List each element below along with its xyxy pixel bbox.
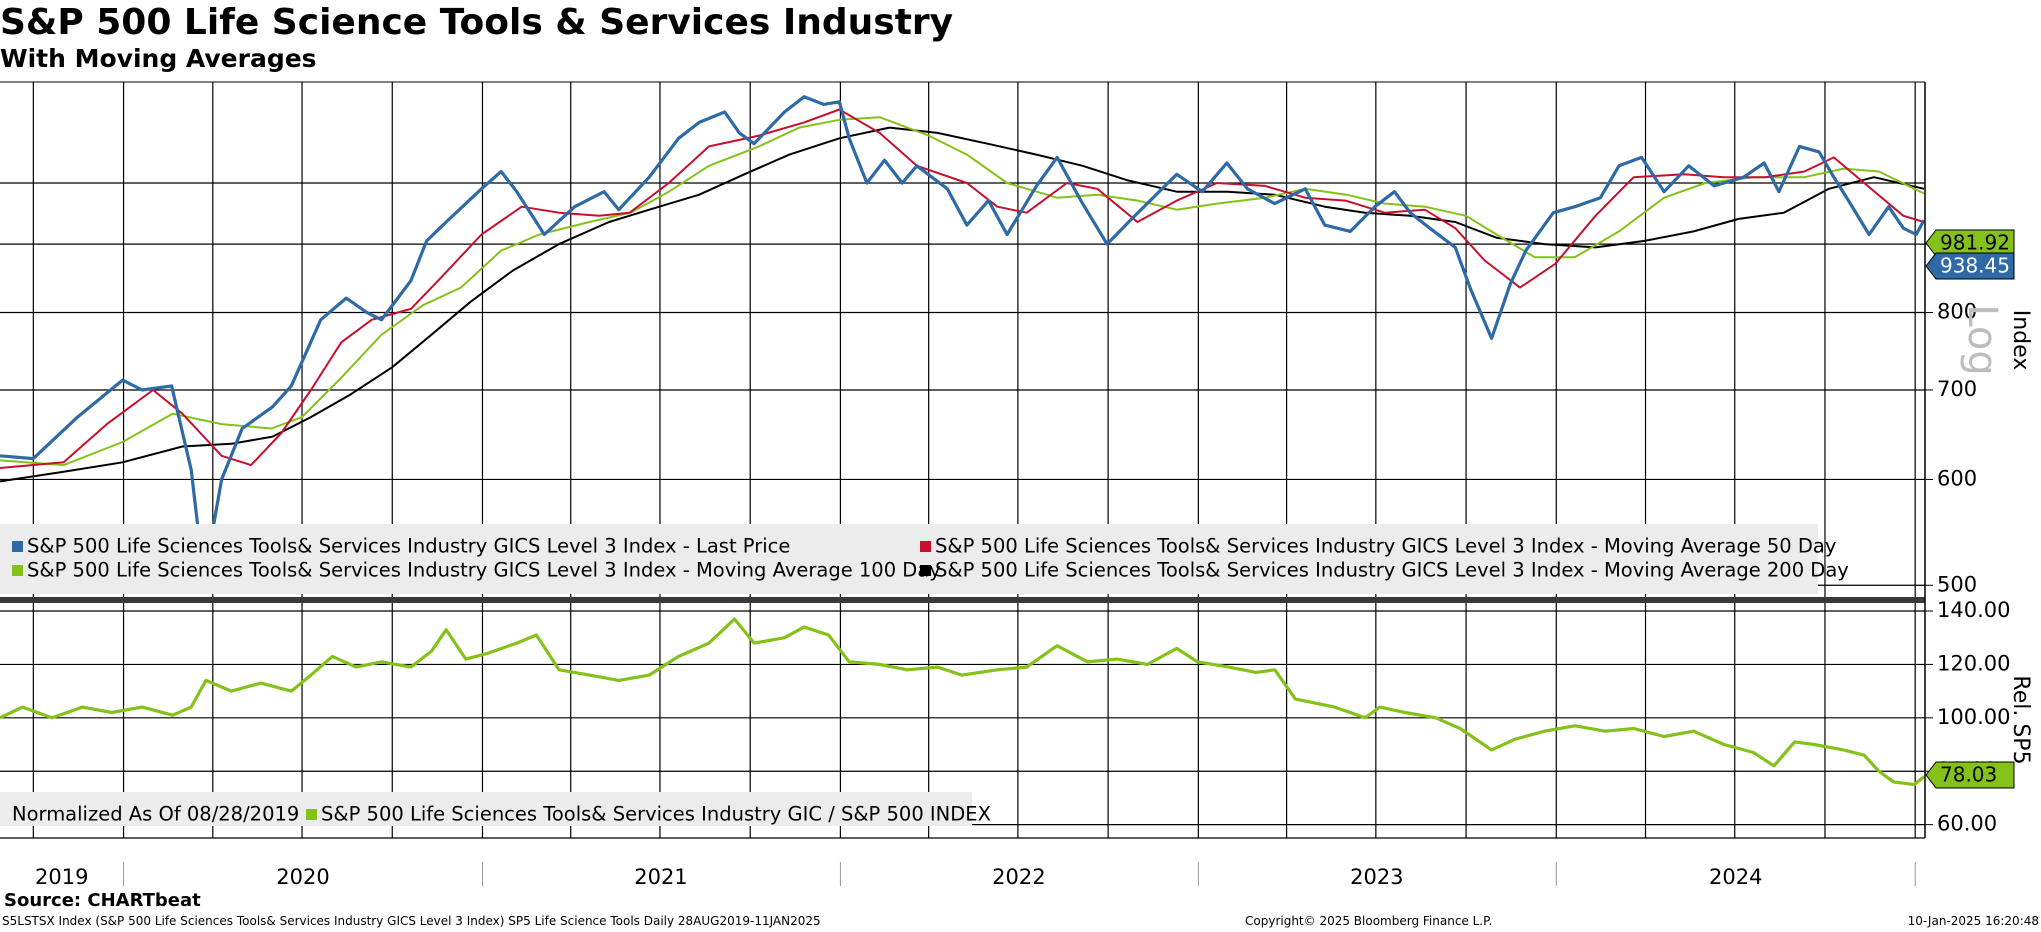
x-tick-label-2019: 2019: [35, 865, 88, 889]
y-tick-label-bottom: 100.00: [1937, 705, 2010, 729]
legend-label-2: S&P 500 Life Sciences Tools& Services In…: [27, 559, 941, 582]
x-tick-label-2020: 2020: [276, 865, 329, 889]
y-tick-label-top: 500: [1937, 572, 1977, 596]
axes-layer: 50060070080090060.0080.00100.00120.00140…: [0, 81, 2033, 889]
last-value-badge-relative-shape: [1925, 761, 2015, 789]
x-tick-label-2022: 2022: [992, 865, 1045, 889]
last-value-badge-ma100-text: 981.92: [1940, 231, 2010, 255]
legend-top-panel: S&P 500 Life Sciences Tools& Services In…: [0, 524, 1849, 594]
chart-title: S&P 500 Life Science Tools & Services In…: [0, 2, 954, 43]
y-tick-label-top: 800: [1937, 299, 1977, 323]
last-value-badge-price: 938.45: [1925, 252, 2015, 280]
log-scale-watermark: Log: [1959, 304, 2005, 375]
footer-description: S5LSTSX Index (S&P 500 Life Sciences Too…: [2, 914, 821, 928]
series-line-top-1: [0, 108, 1925, 469]
chart-grid: [0, 82, 1925, 838]
footer-copyright: Copyright© 2025 Bloomberg Finance L.P.: [1245, 914, 1493, 928]
legend-bottom-panel: Normalized As Of 08/28/2019 S&P 500 Life …: [0, 792, 991, 826]
legend-bottom-bg: [0, 792, 972, 826]
y-tick-label-top: 600: [1937, 466, 1977, 490]
legend-label-relative: S&P 500 Life Sciences Tools& Services In…: [321, 803, 991, 826]
last-value-badge-relative-text: 78.03: [1940, 763, 1997, 787]
chart-subtitle: With Moving Averages: [0, 44, 317, 73]
y-tick-label-bottom: 120.00: [1937, 651, 2010, 675]
last-value-badge-ma100-shape: [1925, 229, 2015, 257]
normalization-note: Normalized As Of 08/28/2019: [12, 803, 299, 826]
x-tick-label-2023: 2023: [1350, 865, 1403, 889]
y-tick-label-bottom: 140.00: [1937, 598, 2010, 622]
last-value-badge-price-text: 938.45: [1940, 254, 2010, 278]
y-axis-title-top: Index: [2008, 310, 2033, 371]
series-line-top-2: [0, 116, 1925, 467]
legend-label-0: S&P 500 Life Sciences Tools& Services In…: [27, 535, 790, 558]
x-tick-label-2024: 2024: [1709, 865, 1762, 889]
legend-label-1: S&P 500 Life Sciences Tools& Services In…: [935, 535, 1836, 558]
series-layer: [0, 95, 1926, 787]
last-value-badge-price-shape: [1925, 252, 2015, 280]
legend-top-bg: [0, 524, 1818, 594]
y-axis-title-bottom: Rel. SP5: [2008, 675, 2033, 764]
last-value-badge-ma100: 981.92: [1925, 229, 2015, 257]
legend-swatch-2: [12, 565, 23, 576]
legend-label-3: S&P 500 Life Sciences Tools& Services In…: [935, 559, 1849, 582]
legend-swatch-relative: [306, 809, 317, 820]
series-line-bottom-0: [0, 617, 1926, 787]
series-line-top-0: [0, 95, 1926, 582]
x-tick-label-2021: 2021: [634, 865, 687, 889]
last-value-badge-relative: 78.03: [1925, 761, 2015, 789]
legend-swatch-1: [920, 541, 931, 552]
panel-divider: [0, 597, 1925, 603]
legend-swatch-0: [12, 541, 23, 552]
y-tick-label-top: 700: [1937, 377, 1977, 401]
footer-timestamp: 10-Jan-2025 16:20:48: [1907, 914, 2039, 928]
y-tick-label-bottom: 60.00: [1937, 812, 1997, 836]
source-label: Source: CHARTbeat: [4, 890, 201, 911]
legend-swatch-3: [920, 565, 931, 576]
series-line-top-3: [0, 126, 1925, 483]
